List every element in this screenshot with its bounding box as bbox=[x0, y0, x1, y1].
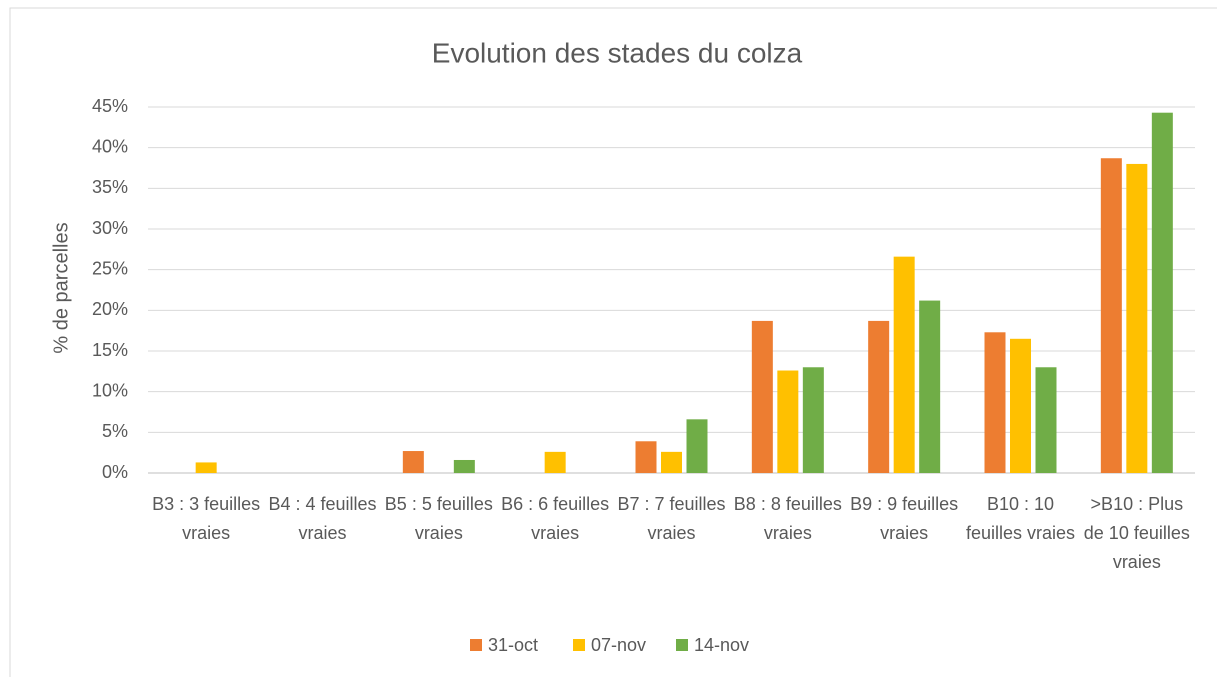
chart-title: Evolution des stades du colza bbox=[432, 37, 803, 68]
bar bbox=[777, 370, 799, 473]
bar bbox=[661, 451, 682, 473]
chart-border bbox=[9, 7, 1217, 677]
y-tick-label: 15% bbox=[92, 340, 128, 360]
legend-label: 14-nov bbox=[694, 635, 749, 655]
y-tick-label: 5% bbox=[102, 421, 128, 441]
y-tick-label: 25% bbox=[92, 258, 128, 278]
y-tick-label: 10% bbox=[92, 380, 128, 400]
x-tick-label: B8 : 8 feuilles vraies bbox=[733, 494, 842, 543]
bar bbox=[453, 459, 475, 473]
bar bbox=[893, 256, 915, 473]
bar bbox=[686, 419, 708, 473]
legend-swatch bbox=[676, 639, 688, 651]
legend-label: 07-nov bbox=[591, 635, 646, 655]
bar bbox=[1010, 338, 1031, 473]
bar bbox=[402, 451, 424, 473]
y-axis-label: % de parcelles bbox=[50, 222, 72, 353]
x-tick-label: B7 : 7 feuilles vraies bbox=[617, 494, 726, 543]
y-tick-label: 0% bbox=[102, 462, 128, 482]
bar bbox=[195, 462, 217, 473]
bar bbox=[635, 441, 657, 473]
bar bbox=[1126, 163, 1148, 473]
y-tick-label: 40% bbox=[92, 136, 128, 156]
x-tick-label: B3 : 3 feuilles vraies bbox=[152, 494, 261, 543]
x-tick-label: B10 : 10 feuilles vraies bbox=[965, 494, 1076, 543]
bar bbox=[919, 300, 941, 473]
x-tick-label: >B10 : Plus de 10 feuilles vraies bbox=[1083, 494, 1190, 572]
bar bbox=[984, 332, 1006, 473]
legend-swatch bbox=[470, 639, 482, 651]
y-tick-label: 30% bbox=[92, 218, 128, 238]
bar bbox=[751, 320, 773, 473]
bar bbox=[544, 451, 566, 473]
legend-swatch bbox=[573, 639, 585, 651]
bar bbox=[1100, 158, 1122, 474]
bar bbox=[868, 320, 890, 473]
y-tick-label: 45% bbox=[92, 96, 128, 116]
bar bbox=[1035, 367, 1057, 473]
y-tick-label: 20% bbox=[92, 299, 128, 319]
x-tick-label: B5 : 5 feuilles vraies bbox=[384, 494, 493, 543]
x-tick-label: B4 : 4 feuilles vraies bbox=[268, 494, 377, 543]
bar bbox=[802, 367, 824, 473]
bar bbox=[1151, 112, 1173, 474]
x-tick-label: B9 : 9 feuilles vraies bbox=[850, 494, 959, 543]
x-tick-label: B6 : 6 feuilles vraies bbox=[501, 494, 610, 543]
legend-label: 31-oct bbox=[488, 635, 538, 655]
y-tick-label: 35% bbox=[92, 177, 128, 197]
